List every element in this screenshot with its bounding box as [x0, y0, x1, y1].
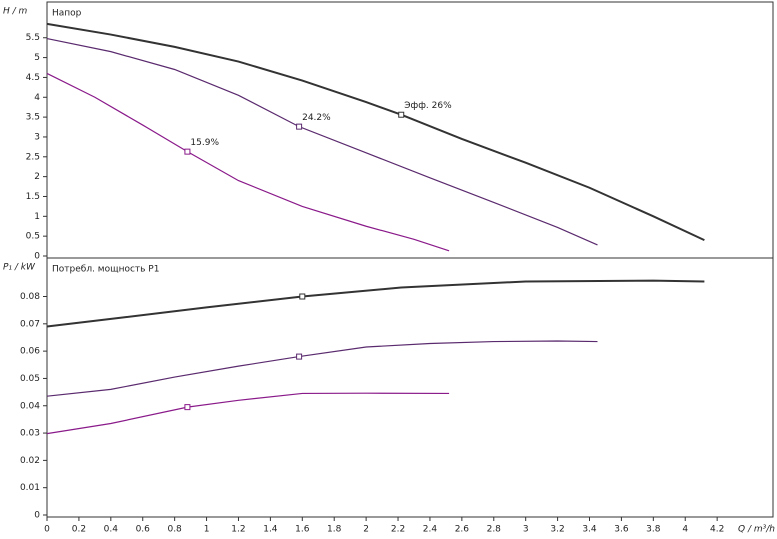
- y-tick-label: 0.02: [20, 456, 40, 466]
- x-tick-label: 2.6: [455, 525, 470, 535]
- y-tick-label: 5.5: [26, 33, 40, 43]
- y-tick-label: 0.01: [20, 483, 40, 493]
- series-line: [46, 340, 598, 397]
- y-tick-label: 2: [34, 172, 40, 182]
- x-tick-label: 1: [204, 525, 210, 535]
- panel-title: Напор: [52, 9, 82, 19]
- series-line: [46, 72, 450, 252]
- y-tick-label: 0.05: [20, 374, 40, 384]
- y-tick-label: 0: [34, 511, 40, 521]
- point-marker: [184, 148, 191, 155]
- series-line: [46, 279, 705, 328]
- x-tick-label: 0.4: [104, 525, 119, 535]
- x-tick-label: 3.8: [646, 525, 661, 535]
- plot-frame: [46, 257, 774, 518]
- panel-title: Потребл. мощность P1: [52, 265, 159, 275]
- x-tick-label: 1.4: [263, 525, 278, 535]
- x-tick-label: 2.4: [423, 525, 438, 535]
- y-axis-label: H / m: [3, 7, 28, 17]
- y-tick-label: 2.5: [26, 152, 40, 162]
- x-axis-label: Q / m³/h: [738, 525, 775, 535]
- y-tick-label: 4.5: [26, 73, 40, 83]
- x-tick-label: 3.2: [550, 525, 564, 535]
- point-marker: [398, 111, 405, 118]
- y-tick-label: 0: [34, 252, 40, 262]
- y-tick-label: 0.03: [20, 429, 40, 439]
- y-tick-label: 3.5: [26, 113, 40, 123]
- y-tick-label: 0.5: [26, 232, 40, 242]
- y-tick-label: 0.07: [20, 319, 40, 329]
- x-tick-label: 2.2: [391, 525, 405, 535]
- series-line: [46, 37, 598, 246]
- x-tick-label: 1.8: [327, 525, 342, 535]
- series-line: [46, 392, 450, 435]
- plot-frame: [46, 1, 774, 259]
- y-tick-label: 3: [34, 132, 40, 142]
- x-tick-label: 0: [44, 525, 50, 535]
- x-tick-label: 1.2: [231, 525, 245, 535]
- x-tick-label: 3.4: [582, 525, 597, 535]
- x-tick-label: 2.8: [487, 525, 502, 535]
- x-tick-label: 0.8: [167, 525, 182, 535]
- x-tick-label: 3.6: [614, 525, 629, 535]
- x-tick-label: 0.2: [72, 525, 86, 535]
- y-tick-label: 5: [34, 53, 40, 63]
- y-tick-label: 0.06: [20, 347, 40, 357]
- point-marker: [184, 404, 191, 411]
- y-tick-label: 0.04: [20, 401, 40, 411]
- series-label: Эфф. 26%: [404, 101, 452, 111]
- series-label: 24.2%: [302, 113, 331, 123]
- y-tick-label: 4: [34, 93, 40, 103]
- point-marker: [296, 123, 303, 130]
- y-tick-label: 1.5: [26, 192, 40, 202]
- x-tick-label: 0.6: [136, 525, 151, 535]
- x-tick-label: 4.2: [710, 525, 724, 535]
- x-tick-label: 1.6: [295, 525, 310, 535]
- y-axis-label: P₁ / kW: [3, 263, 36, 273]
- y-tick-label: 1: [34, 212, 40, 222]
- series-line: [46, 22, 705, 242]
- point-marker: [296, 353, 303, 360]
- x-tick-label: 4: [682, 525, 688, 535]
- x-tick-label: 3: [523, 525, 529, 535]
- x-tick-label: 2: [363, 525, 369, 535]
- series-label: 15.9%: [190, 138, 219, 148]
- y-tick-label: 0.08: [20, 292, 40, 302]
- point-marker: [299, 293, 306, 300]
